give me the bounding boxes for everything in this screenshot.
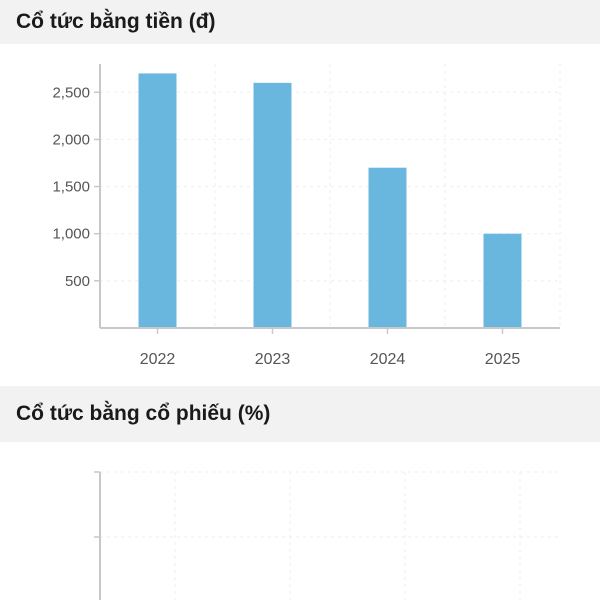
cash-chart-bars bbox=[138, 73, 522, 328]
y-tick-label: 2,000 bbox=[52, 131, 90, 148]
y-tick-label: 500 bbox=[65, 273, 90, 290]
cash-chart-y-ticks: 500 1,000 1,500 2,000 2,500 bbox=[52, 84, 100, 290]
bar-2023[interactable] bbox=[253, 82, 292, 328]
stock-chart-grid bbox=[100, 471, 560, 600]
bar-2025[interactable] bbox=[483, 233, 522, 328]
x-tick-label: 2023 bbox=[255, 351, 291, 368]
stock-dividend-header: Cổ tức bằng cổ phiếu (%) bbox=[0, 386, 600, 442]
cash-chart-grid bbox=[100, 64, 561, 328]
y-tick-label: 2,500 bbox=[52, 84, 90, 101]
bar-2024[interactable] bbox=[368, 167, 407, 328]
x-tick-label: 2025 bbox=[485, 351, 521, 368]
bar-2022[interactable] bbox=[138, 73, 177, 328]
cash-dividend-header: Cổ tức bằng tiền (đ) bbox=[0, 0, 600, 44]
cash-chart-axes bbox=[99, 64, 560, 329]
stock-chart-axes bbox=[94, 471, 101, 600]
x-tick-label: 2022 bbox=[140, 351, 176, 368]
cash-chart-x-ticks: 2022 2023 2024 2025 bbox=[140, 328, 521, 368]
stock-dividend-chart bbox=[94, 471, 560, 600]
y-tick-label: 1,500 bbox=[52, 179, 90, 196]
cash-dividend-title: Cổ tức bằng tiền (đ) bbox=[16, 10, 216, 33]
stock-dividend-title: Cổ tức bằng cổ phiếu (%) bbox=[16, 402, 271, 425]
cash-dividend-chart: 500 1,000 1,500 2,000 2,500 2022 2023 2024 2025 bbox=[52, 64, 561, 368]
y-tick-label: 1,000 bbox=[52, 226, 90, 243]
x-tick-label: 2024 bbox=[370, 351, 406, 368]
